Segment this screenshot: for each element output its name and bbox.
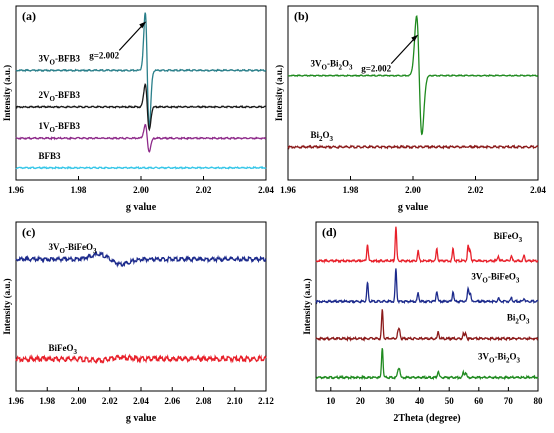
x-tick-label: 1.98 (343, 185, 359, 195)
annotation-text: g=2.002 (361, 64, 391, 74)
arrow-head (411, 34, 419, 42)
x-tick-label: 70 (504, 396, 514, 406)
panel-0: (a) 1.96 1.98 2.00 2.02 2.04 g value Intensity … (2, 5, 274, 213)
series-line (15, 83, 267, 132)
y-axis-label: Intensity (a.u.) (2, 65, 12, 121)
series-line (15, 250, 267, 268)
series-line (315, 226, 539, 264)
annotation-arrow (118, 23, 144, 51)
x-tick-label: 60 (474, 396, 484, 406)
panel-label: (c) (22, 225, 35, 239)
plot-frame (315, 221, 539, 392)
series-label: 3VO-Bi2O3 (311, 59, 353, 72)
series-label: 3VO-Bi2O3 (478, 351, 520, 364)
x-tick-label: 20 (356, 396, 366, 406)
x-tick-label: 2.02 (102, 396, 118, 406)
series-line (315, 268, 539, 305)
x-tick-label: 2.08 (196, 396, 212, 406)
series-label: 3VO-BiFeO3 (471, 271, 519, 284)
series-line (15, 12, 267, 128)
x-tick-label: 2.02 (468, 185, 484, 195)
x-tick-label: 2.00 (133, 185, 149, 195)
panel-3: (d) 10 20 30 40 50 60 70 80 2Theta (degree) Intens… (302, 221, 544, 424)
y-axis-label: Intensity (a.u.) (274, 65, 284, 121)
series-label: 3VO-BFB3 (39, 53, 81, 66)
x-tick-label: 2.12 (258, 396, 274, 406)
series-line (287, 14, 539, 136)
series-line (15, 165, 267, 170)
panel-2: (c) 1.96 1.98 2.00 2.02 2.04 2.06 2.08 2.10 2.12 g… (2, 221, 274, 424)
panel-1: (b) 1.96 1.98 2.00 2.02 2.04 g value Intensity … (274, 5, 546, 213)
series-label: Bi2O3 (311, 130, 334, 143)
annotation-text: g=2.002 (89, 50, 119, 60)
annotation-arrow (390, 37, 416, 65)
x-tick-label: 2.04 (133, 396, 149, 406)
series-label: Bi2O3 (507, 313, 530, 326)
plot-frame (287, 5, 539, 181)
x-tick-label: 40 (415, 396, 425, 406)
series-label: BiFeO3 (494, 231, 523, 244)
panel-label: (b) (294, 9, 309, 23)
series-line (315, 309, 539, 342)
y-axis-label: Intensity (a.u.) (302, 278, 312, 334)
series-line (315, 348, 539, 381)
x-tick-label: 30 (386, 396, 396, 406)
x-axis-label: g value (126, 413, 157, 424)
series-label: 1VO-BFB3 (39, 121, 81, 134)
series-line (15, 123, 267, 153)
x-tick-label: 80 (534, 396, 544, 406)
panel-label: (d) (322, 225, 337, 239)
x-tick-label: 2.00 (71, 396, 87, 406)
x-tick-label: 2.10 (227, 396, 243, 406)
x-axis-label: g value (126, 202, 157, 213)
x-tick-label: 2.06 (164, 396, 180, 406)
series-label: BFB3 (39, 151, 62, 161)
y-axis-label: Intensity (a.u.) (2, 278, 12, 334)
arrow-head (139, 21, 147, 29)
series-label: 3VO-BiFeO3 (49, 242, 97, 255)
x-tick-label: 10 (326, 396, 336, 406)
x-tick-label: 2.04 (530, 185, 546, 195)
x-axis-label: 2Theta (degree) (393, 413, 460, 424)
x-tick-label: 2.02 (196, 185, 212, 195)
x-tick-label: 1.96 (8, 185, 24, 195)
x-tick-label: 2.04 (258, 185, 274, 195)
series-line (287, 144, 539, 150)
series-label: BiFeO3 (49, 343, 78, 356)
x-axis-label: g value (398, 202, 429, 213)
x-tick-label: 1.96 (280, 185, 296, 195)
x-tick-label: 50 (445, 396, 455, 406)
series-label: 2VO-BFB3 (39, 90, 81, 103)
x-tick-label: 1.98 (71, 185, 87, 195)
x-tick-label: 1.98 (39, 396, 55, 406)
panel-label: (a) (22, 9, 36, 23)
x-tick-label: 2.00 (405, 185, 421, 195)
series-line (15, 353, 267, 365)
x-tick-label: 1.96 (8, 396, 24, 406)
